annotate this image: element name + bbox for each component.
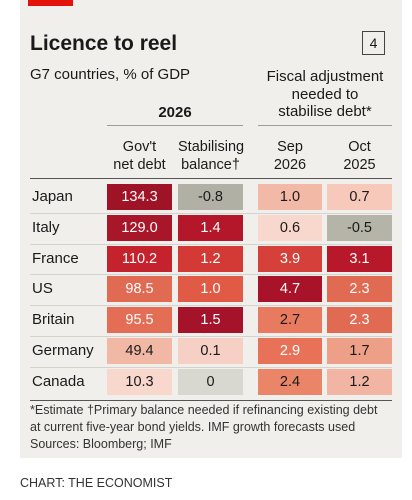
row-label: US <box>32 280 53 298</box>
row-divider <box>30 274 392 276</box>
column-header: 2025 <box>343 157 376 173</box>
column-header: Oct <box>348 139 371 155</box>
table-cell: 1.2 <box>327 368 392 395</box>
column-header: net debt <box>113 157 166 173</box>
title: Licence to reel <box>30 32 178 55</box>
header-line: stabilise debt* <box>278 103 372 120</box>
column-header: Sep <box>277 139 303 155</box>
divider <box>258 125 392 126</box>
column-header: Gov't <box>122 139 157 155</box>
footnotes: *Estimate †Primary balance needed if ref… <box>30 402 377 453</box>
table-cell: 10.3 <box>107 368 172 395</box>
row-label: Japan <box>32 188 73 205</box>
row-label: Britain <box>32 311 75 329</box>
group-header: Fiscal adjustment needed to stabilise debt… <box>258 68 392 121</box>
column-header: 2026 <box>273 157 307 173</box>
table-rule <box>30 399 392 401</box>
footnote: Sources: Bloomberg; IMF <box>30 437 172 451</box>
subtitle: G7 countries, % of GDP <box>30 66 191 83</box>
table-cell: 2.9 <box>258 338 322 364</box>
table-cell: 0.7 <box>327 184 392 210</box>
source: CHART: THE ECONOMIST <box>20 476 173 490</box>
row-divider <box>30 243 392 245</box>
row-divider <box>30 336 392 337</box>
footnote: at current five-year bond yields. IMF gr… <box>30 420 356 434</box>
table-cell: 129.0 <box>107 214 172 241</box>
table-cell: 2.4 <box>258 368 322 395</box>
table-cell: 4.7 <box>258 276 322 303</box>
column-header: balance† <box>181 157 240 173</box>
row-divider <box>30 305 392 307</box>
table-cell: 2.7 <box>258 307 322 334</box>
table-cell: 95.5 <box>107 307 172 334</box>
table-cell: -0.5 <box>327 214 392 241</box>
row-label: France <box>32 249 79 267</box>
table-cell: 98.5 <box>107 276 172 303</box>
table-cell: 3.9 <box>258 245 322 272</box>
group-header: 2026 <box>158 104 192 121</box>
table-cell: 110.2 <box>107 245 172 272</box>
table-cell: 0 <box>178 368 243 395</box>
table-cell: 3.1 <box>327 245 392 272</box>
badge: 4 <box>362 31 385 55</box>
column-header: Stabilising <box>178 139 245 155</box>
table-cell: 1.2 <box>178 245 243 272</box>
table-cell: 1.4 <box>178 214 243 241</box>
table-cell: 0.6 <box>258 214 322 241</box>
table-rule <box>30 178 392 179</box>
header-line: needed to <box>291 85 359 103</box>
table-cell: 134.3 <box>107 184 172 210</box>
divider <box>107 125 243 126</box>
table-cell: 1.7 <box>327 338 392 364</box>
row-label: Italy <box>32 218 60 236</box>
table-cell: 2.3 <box>327 276 392 303</box>
table-cell: 0.1 <box>178 338 243 364</box>
table-cell: 1.0 <box>178 276 243 303</box>
row-label: Canada <box>32 372 85 390</box>
table-cell: 1.5 <box>178 307 243 334</box>
table-cell: 1.0 <box>258 184 322 210</box>
row-label: Germany <box>32 342 94 359</box>
header-line: Fiscal adjustment <box>266 68 384 85</box>
table-cell: 2.3 <box>327 307 392 334</box>
row-divider <box>30 366 392 368</box>
row-divider <box>30 212 392 214</box>
accent-bar <box>28 0 73 6</box>
footnote: *Estimate †Primary balance needed if ref… <box>30 403 378 417</box>
table-cell: 49.4 <box>107 338 172 364</box>
table-cell: -0.8 <box>178 184 243 210</box>
